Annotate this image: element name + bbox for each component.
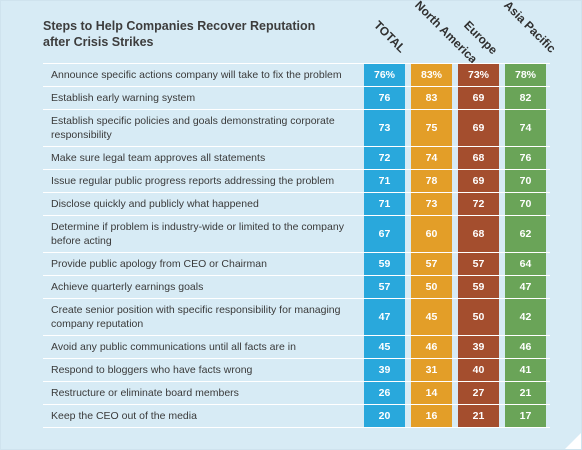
value-cell-europe: 73% (458, 64, 499, 86)
reputation-table: Announce specific actions company will t… (43, 63, 550, 428)
value-cell-asia-pacific: 70 (505, 170, 546, 192)
chart-title: Steps to Help Companies Recover Reputati… (43, 19, 316, 49)
value-cell-total: 20 (364, 405, 405, 427)
value-cell-total: 45 (364, 336, 405, 358)
value-cell-europe: 27 (458, 382, 499, 404)
table-row: Provide public apology from CEO or Chair… (43, 253, 550, 276)
row-label: Keep the CEO out of the media (43, 405, 360, 427)
table-row: Create senior position with specific res… (43, 299, 550, 336)
row-label: Respond to bloggers who have facts wrong (43, 359, 360, 381)
value-cell-total: 71 (364, 193, 405, 215)
value-cell-north-america: 83 (411, 87, 452, 109)
row-label: Achieve quarterly earnings goals (43, 276, 360, 298)
value-cell-europe: 69 (458, 170, 499, 192)
value-cell-total: 71 (364, 170, 405, 192)
value-cell-total: 76 (364, 87, 405, 109)
value-cell-asia-pacific: 82 (505, 87, 546, 109)
value-cell-europe: 68 (458, 216, 499, 252)
value-cell-north-america: 16 (411, 405, 452, 427)
value-cell-total: 47 (364, 299, 405, 335)
page-corner (565, 433, 581, 449)
value-cell-europe: 50 (458, 299, 499, 335)
table-row: Restructure or eliminate board members 26… (43, 382, 550, 405)
table-row: Determine if problem is industry-wide or… (43, 216, 550, 253)
table-row: Announce specific actions company will t… (43, 64, 550, 87)
value-cell-total: 59 (364, 253, 405, 275)
value-cell-total: 39 (364, 359, 405, 381)
row-label: Provide public apology from CEO or Chair… (43, 253, 360, 275)
table-row: Establish specific policies and goals de… (43, 110, 550, 147)
table-row: Achieve quarterly earnings goals 57 50 59 47 (43, 276, 550, 299)
value-cell-europe: 57 (458, 253, 499, 275)
table-row: Establish early warning system 76 83 69 82 (43, 87, 550, 110)
value-cell-north-america: 45 (411, 299, 452, 335)
row-label: Establish specific policies and goals de… (43, 110, 360, 146)
row-label: Announce specific actions company will t… (43, 64, 360, 86)
row-label: Disclose quickly and publicly what happe… (43, 193, 360, 215)
value-cell-europe: 69 (458, 110, 499, 146)
value-cell-north-america: 31 (411, 359, 452, 381)
value-cell-total: 57 (364, 276, 405, 298)
value-cell-north-america: 78 (411, 170, 452, 192)
column-header-asia-pacific: Asia Pacific (501, 0, 559, 56)
value-cell-total: 73 (364, 110, 405, 146)
value-cell-asia-pacific: 78% (505, 64, 546, 86)
value-cell-north-america: 14 (411, 382, 452, 404)
row-label: Determine if problem is industry-wide or… (43, 216, 360, 252)
value-cell-total: 67 (364, 216, 405, 252)
table-row: Make sure legal team approves all statem… (43, 147, 550, 170)
value-cell-europe: 72 (458, 193, 499, 215)
value-cell-asia-pacific: 64 (505, 253, 546, 275)
value-cell-total: 76% (364, 64, 405, 86)
table-row: Issue regular public progress reports ad… (43, 170, 550, 193)
value-cell-asia-pacific: 21 (505, 382, 546, 404)
table-row: Avoid any public communications until al… (43, 336, 550, 359)
value-cell-asia-pacific: 62 (505, 216, 546, 252)
table-row: Keep the CEO out of the media 20 16 21 17 (43, 405, 550, 428)
value-cell-north-america: 74 (411, 147, 452, 169)
value-cell-north-america: 73 (411, 193, 452, 215)
value-cell-total: 26 (364, 382, 405, 404)
row-label: Issue regular public progress reports ad… (43, 170, 360, 192)
value-cell-north-america: 46 (411, 336, 452, 358)
value-cell-europe: 40 (458, 359, 499, 381)
value-cell-europe: 21 (458, 405, 499, 427)
row-label: Create senior position with specific res… (43, 299, 360, 335)
table-row: Disclose quickly and publicly what happe… (43, 193, 550, 216)
value-cell-asia-pacific: 41 (505, 359, 546, 381)
value-cell-europe: 68 (458, 147, 499, 169)
value-cell-asia-pacific: 17 (505, 405, 546, 427)
value-cell-north-america: 75 (411, 110, 452, 146)
value-cell-asia-pacific: 46 (505, 336, 546, 358)
value-cell-asia-pacific: 42 (505, 299, 546, 335)
value-cell-total: 72 (364, 147, 405, 169)
row-label: Establish early warning system (43, 87, 360, 109)
value-cell-asia-pacific: 47 (505, 276, 546, 298)
value-cell-asia-pacific: 70 (505, 193, 546, 215)
row-label: Restructure or eliminate board members (43, 382, 360, 404)
row-label: Avoid any public communications until al… (43, 336, 360, 358)
value-cell-asia-pacific: 76 (505, 147, 546, 169)
value-cell-north-america: 83% (411, 64, 452, 86)
value-cell-north-america: 60 (411, 216, 452, 252)
value-cell-europe: 39 (458, 336, 499, 358)
value-cell-north-america: 57 (411, 253, 452, 275)
value-cell-asia-pacific: 74 (505, 110, 546, 146)
table-row: Respond to bloggers who have facts wrong… (43, 359, 550, 382)
value-cell-europe: 69 (458, 87, 499, 109)
value-cell-north-america: 50 (411, 276, 452, 298)
value-cell-europe: 59 (458, 276, 499, 298)
row-label: Make sure legal team approves all statem… (43, 147, 360, 169)
column-header-total: TOTAL (371, 18, 409, 56)
